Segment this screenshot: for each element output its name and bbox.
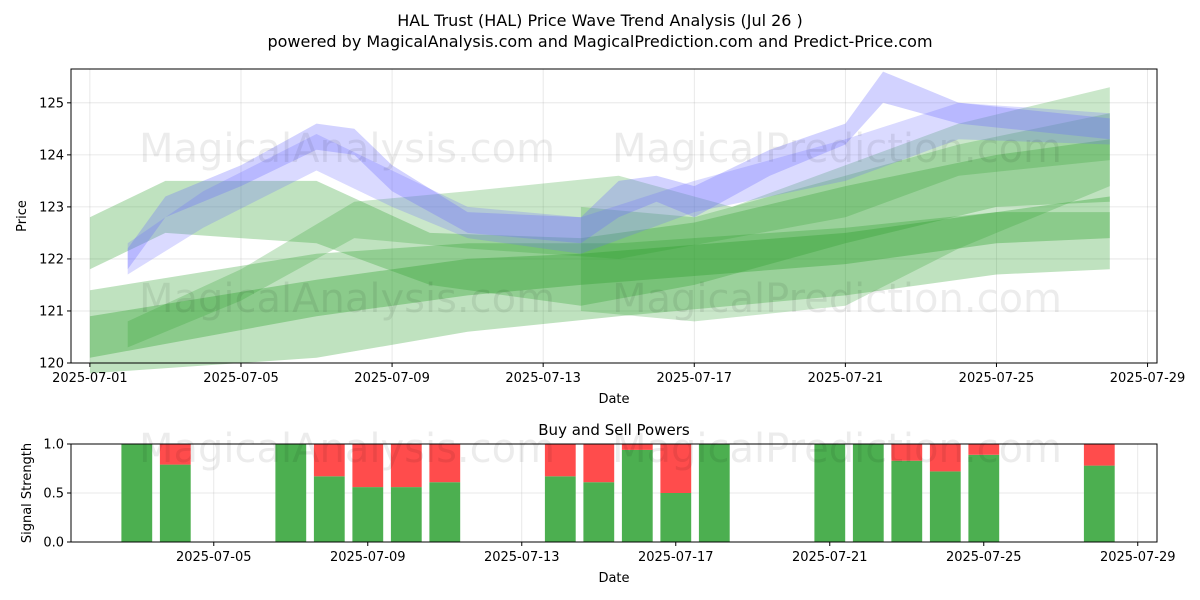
- sell-bar: [929, 444, 961, 472]
- signal-y-tick-label: 0.5: [43, 487, 64, 502]
- price-y-tick-label: 122: [39, 252, 64, 267]
- buy-bar: [852, 444, 884, 542]
- buy-bar: [390, 487, 422, 542]
- signal-x-tick-label: 2025-07-29: [1100, 550, 1176, 565]
- signal-y-tick-label: 1.0: [43, 438, 64, 453]
- price-x-tick-label: 2025-07-25: [959, 371, 1035, 386]
- sell-bar: [159, 444, 191, 465]
- price-x-tick-label: 2025-07-29: [1110, 371, 1186, 386]
- price-band-3: [89, 139, 1110, 306]
- price-band-4: [127, 87, 1110, 348]
- watermark-prediction-middle: MagicalPrediction.com: [612, 276, 1062, 322]
- price-y-tick-label: 120: [39, 357, 64, 372]
- price-plot-frame: [70, 68, 1158, 364]
- signal-plot: Buy and Sell Powers 2025-07-05 2025-07-09…: [20, 421, 1176, 586]
- signal-x-tick-label: 2025-07-05: [176, 550, 252, 565]
- sell-bar: [313, 444, 345, 477]
- buy-bar: [352, 487, 384, 542]
- buy-bar: [621, 449, 653, 542]
- buy-bar: [583, 482, 615, 542]
- buy-bar: [968, 454, 1000, 542]
- signal-y-ticks: 0.0 0.5 1.0: [43, 438, 71, 551]
- signal-x-tick-label: 2025-07-25: [946, 550, 1022, 565]
- watermark-prediction-bottom: MagicalPrediction.com: [612, 426, 1062, 472]
- price-gridlines: [71, 69, 1157, 364]
- watermark-analysis-bottom: MagicalAnalysis.com: [139, 426, 555, 472]
- watermark-analysis-top: MagicalAnalysis.com: [139, 126, 555, 172]
- price-x-tick-label: 2025-07-13: [505, 371, 581, 386]
- sell-bar: [352, 444, 384, 488]
- price-y-ticks: 120 121 122 123 124 125: [39, 96, 71, 372]
- signal-y-axis-label: Signal Strength: [20, 443, 35, 543]
- sell-bar: [583, 444, 615, 483]
- buy-bar: [1083, 465, 1115, 542]
- price-bands: [89, 71, 1110, 374]
- signal-x-tick-label: 2025-07-13: [484, 550, 560, 565]
- price-plot: 2025-07-01 2025-07-05 2025-07-09 2025-07-13…: [15, 68, 1185, 407]
- buy-bar: [275, 444, 307, 542]
- buy-bar: [660, 493, 692, 542]
- watermarks: MagicalAnalysis.com MagicalPrediction.co…: [139, 126, 1062, 472]
- price-band-2: [89, 196, 1110, 358]
- price-band-5: [580, 113, 1110, 322]
- signal-x-tick-label: 2025-07-09: [330, 550, 406, 565]
- price-x-ticks: 2025-07-01 2025-07-05 2025-07-09 2025-07-13…: [52, 363, 1185, 386]
- price-y-tick-label: 121: [39, 304, 64, 319]
- price-y-axis-label: Price: [15, 200, 30, 232]
- price-x-tick-label: 2025-07-05: [203, 371, 279, 386]
- signal-x-tick-label: 2025-07-21: [792, 550, 868, 565]
- sell-bar: [544, 444, 576, 477]
- chart-title-line1: HAL Trust (HAL) Price Wave Trend Analysi…: [397, 11, 803, 30]
- buy-bar: [313, 476, 345, 542]
- price-y-tick-label: 123: [39, 200, 64, 215]
- watermark-prediction-top: MagicalPrediction.com: [612, 126, 1062, 172]
- price-band-1: [89, 212, 1110, 374]
- price-x-tick-label: 2025-07-09: [354, 371, 430, 386]
- buy-bar: [429, 482, 461, 542]
- sell-bar: [390, 444, 422, 488]
- signal-y-tick-label: 0.0: [43, 536, 64, 551]
- buy-bar: [121, 444, 153, 542]
- signal-bars: [121, 444, 1115, 542]
- buy-bar: [544, 476, 576, 542]
- signal-x-axis-label: Date: [598, 571, 629, 586]
- sell-bar: [621, 444, 653, 450]
- sell-bar: [1083, 444, 1115, 466]
- price-x-axis-label: Date: [598, 392, 629, 407]
- sell-bar: [660, 444, 692, 493]
- price-band-7: [127, 102, 1110, 275]
- buy-bar: [814, 444, 846, 542]
- chart-title-line2: powered by MagicalAnalysis.com and Magic…: [267, 32, 932, 51]
- buy-bar: [159, 464, 191, 542]
- buy-bar: [929, 471, 961, 542]
- sell-bar: [429, 444, 461, 483]
- price-band-6: [127, 71, 1110, 270]
- price-x-tick-label: 2025-07-21: [808, 371, 884, 386]
- signal-x-tick-label: 2025-07-17: [638, 550, 714, 565]
- signal-x-ticks: 2025-07-05 2025-07-09 2025-07-13 2025-07-17…: [176, 542, 1176, 565]
- sell-bar: [891, 444, 923, 461]
- buy-bar: [698, 444, 730, 542]
- signal-plot-title: Buy and Sell Powers: [538, 421, 690, 439]
- price-x-tick-label: 2025-07-17: [656, 371, 732, 386]
- buy-bar: [891, 460, 923, 542]
- price-x-tick-label: 2025-07-01: [52, 371, 128, 386]
- price-y-tick-label: 125: [39, 96, 64, 111]
- watermark-analysis-middle: MagicalAnalysis.com: [139, 276, 555, 322]
- price-y-tick-label: 124: [39, 148, 64, 163]
- sell-bar: [968, 444, 1000, 455]
